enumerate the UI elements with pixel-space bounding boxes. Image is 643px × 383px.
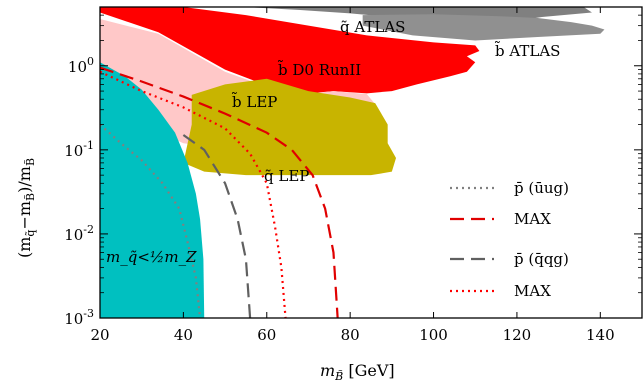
region-1: [362, 14, 605, 41]
y-tick-label-1: 10-2: [64, 223, 94, 244]
x-axis: 20 40 60 80 100 120 140: [90, 7, 615, 344]
annotation-sq-lep: q̃ LEP: [264, 167, 309, 185]
chart-curves: [100, 66, 339, 318]
x-tick-label-2: 60: [257, 326, 276, 344]
curve-2: [182, 134, 252, 318]
annotation-sq-atlas: q̃ ATLAS: [340, 18, 405, 36]
legend: p̄ (ūug) MAX p̄ (q̄qg) MAX: [450, 179, 569, 300]
x-tick-label-0: 20: [90, 326, 109, 344]
legend-label-3: MAX: [514, 282, 551, 300]
legend-label-2: p̄ (q̄qg): [514, 250, 569, 268]
curve-1: [100, 66, 339, 318]
x-tick-label-5: 120: [503, 326, 532, 344]
annotation-sb-d0: b̃ D0 RunII: [277, 60, 361, 79]
annotation-mz-bound: m_q̃<½m_Z: [106, 248, 197, 266]
chart-regions: [100, 7, 605, 318]
x-tick-label-6: 140: [586, 326, 615, 344]
y-tick-label-0: 10-3: [64, 307, 94, 328]
curve-0: [100, 123, 202, 318]
y-axis: 10-3 10-2 10-1 100: [64, 6, 642, 328]
region-5: [100, 62, 205, 318]
annotation-sb-lep: b̃ LEP: [231, 92, 277, 111]
legend-label-0: p̄ (ūug): [514, 179, 569, 197]
region-4: [183, 78, 397, 176]
y-tick-label-2: 10-1: [64, 139, 94, 160]
annotation-sb-atlas: b̃ ATLAS: [494, 41, 560, 60]
y-tick-label-3: 100: [68, 55, 94, 76]
x-tick-label-3: 80: [341, 326, 360, 344]
legend-label-1: MAX: [514, 210, 551, 228]
region-2: [100, 7, 480, 95]
curve-3: [100, 70, 287, 318]
y-axis-label: (mq̃−mB̃)/mB̃: [15, 158, 37, 258]
x-tick-label-1: 40: [174, 326, 193, 344]
x-tick-label-4: 100: [419, 326, 448, 344]
x-axis-label: mB̃ [GeV]: [320, 361, 395, 383]
